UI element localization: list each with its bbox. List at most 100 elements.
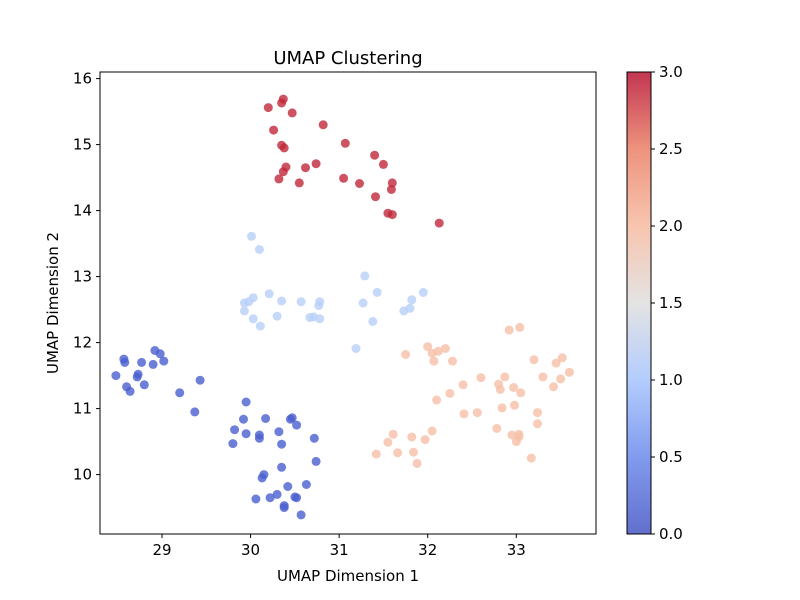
scatter-point-cluster-3 xyxy=(434,218,444,228)
scatter-point-cluster-0 xyxy=(139,380,149,390)
scatter-point-cluster-3 xyxy=(301,163,310,173)
scatter-point-cluster-2 xyxy=(500,372,510,382)
y-tick-label: 14 xyxy=(73,202,92,220)
scatter-point-cluster-3 xyxy=(274,174,284,184)
scatter-point-cluster-2 xyxy=(476,373,486,383)
scatter-point-cluster-1 xyxy=(372,287,382,297)
scatter-point-cluster-2 xyxy=(492,423,502,433)
scatter-point-cluster-0 xyxy=(111,371,121,381)
scatter-point-cluster-0 xyxy=(230,425,240,435)
scatter-point-cluster-3 xyxy=(281,162,291,172)
scatter-point-cluster-3 xyxy=(311,159,321,169)
scatter-point-cluster-3 xyxy=(378,159,388,169)
scatter-point-cluster-1 xyxy=(351,344,361,353)
scatter-point-cluster-2 xyxy=(393,448,403,458)
scatter-point-cluster-0 xyxy=(301,480,311,489)
scatter-point-cluster-2 xyxy=(445,388,455,398)
scatter-point-cluster-0 xyxy=(279,503,289,513)
scatter-point-cluster-0 xyxy=(251,494,261,504)
scatter-point-cluster-2 xyxy=(459,409,469,419)
scatter-point-cluster-2 xyxy=(507,430,517,440)
scatter-point-cluster-0 xyxy=(292,420,302,430)
scatter-point-cluster-1 xyxy=(255,321,265,331)
x-tick-label: 29 xyxy=(152,541,171,559)
scatter-point-cluster-1 xyxy=(239,306,249,316)
scatter-point-cluster-3 xyxy=(278,94,288,104)
scatter-point-cluster-0 xyxy=(175,388,185,398)
plot-frame xyxy=(99,71,597,535)
scatter-point-cluster-3 xyxy=(371,192,380,202)
scatter-point-cluster-1 xyxy=(264,289,274,299)
scatter-point-cluster-3 xyxy=(387,210,397,220)
scatter-point-cluster-2 xyxy=(407,432,417,442)
scatter-point-cluster-0 xyxy=(309,433,319,443)
scatter-point-cluster-1 xyxy=(360,271,370,281)
scatter-point-cluster-0 xyxy=(254,433,264,443)
scatter-point-cluster-1 xyxy=(405,303,415,313)
scatter-point-cluster-1 xyxy=(248,314,258,324)
colorbar-ticks: 0.0 0.5 1.0 1.5 2.0 2.5 3.0 xyxy=(651,63,683,543)
scatter-point-cluster-0 xyxy=(287,413,297,423)
y-axis-label: UMAP Dimension 2 xyxy=(44,232,62,374)
scatter-point-cluster-0 xyxy=(190,407,200,417)
scatter-point-cluster-0 xyxy=(133,369,143,379)
scatter-point-cluster-2 xyxy=(557,353,567,363)
scatter-point-cluster-0 xyxy=(120,357,130,367)
scatter-point-cluster-3 xyxy=(355,179,364,188)
scatter-point-cluster-0 xyxy=(274,427,284,437)
scatter-point-cluster-2 xyxy=(533,419,542,429)
scatter-point-cluster-1 xyxy=(296,297,306,307)
scatter-point-cluster-2 xyxy=(401,350,411,359)
scatter-point-cluster-2 xyxy=(383,437,393,447)
scatter-point-cluster-2 xyxy=(420,435,430,445)
scatter-point-cluster-2 xyxy=(412,458,422,468)
scatter-point-cluster-2 xyxy=(529,355,539,365)
scatter-point-cluster-3 xyxy=(340,138,350,148)
colorbar-tick-label: 1.0 xyxy=(659,371,683,389)
colorbar-tick-label: 0.0 xyxy=(659,525,683,543)
colorbar-tick-label: 2.5 xyxy=(659,140,683,158)
scatter-point-cluster-2 xyxy=(556,374,566,384)
colorbar-tick-label: 0.5 xyxy=(659,448,683,466)
scatter-point-cluster-0 xyxy=(259,470,269,480)
scatter-point-cluster-2 xyxy=(495,385,505,394)
scatter-point-cluster-3 xyxy=(269,125,279,135)
scatter-point-cluster-3 xyxy=(370,150,380,160)
x-tick-label: 32 xyxy=(418,541,437,559)
scatter-point-cluster-1 xyxy=(418,287,428,297)
scatter-point-cluster-2 xyxy=(448,356,457,366)
scatter-point-cluster-2 xyxy=(526,453,536,463)
scatter-point-cluster-0 xyxy=(195,375,205,385)
scatter-point-cluster-1 xyxy=(247,231,256,241)
scatter-point-cluster-2 xyxy=(549,382,558,392)
scatter-point-cluster-2 xyxy=(458,380,468,390)
scatter-point-cluster-2 xyxy=(515,322,525,332)
scatter-point-cluster-3 xyxy=(279,143,289,153)
colorbar-tick-label: 2.0 xyxy=(659,217,683,235)
scatter-point-cluster-2 xyxy=(514,432,524,442)
scatter-point-cluster-1 xyxy=(254,245,264,254)
scatter-point-cluster-3 xyxy=(339,173,349,183)
scatter-point-cluster-0 xyxy=(283,482,293,491)
scatter-point-cluster-0 xyxy=(155,349,165,359)
scatter-point-cluster-0 xyxy=(148,359,158,369)
scatter-point-cluster-0 xyxy=(277,462,287,472)
y-tick-label: 16 xyxy=(73,70,92,88)
scatter-point-cluster-1 xyxy=(248,293,258,303)
scatter-point-cluster-2 xyxy=(423,342,433,352)
scatter-point-cluster-1 xyxy=(407,295,417,305)
scatter-point-cluster-2 xyxy=(409,447,418,457)
scatter-point-cluster-2 xyxy=(509,383,519,392)
scatter-point-cluster-3 xyxy=(263,103,273,113)
colorbar-tick-label: 3.0 xyxy=(659,63,683,81)
scatter-point-cluster-3 xyxy=(287,108,297,118)
scatter-point-cluster-1 xyxy=(272,311,282,321)
x-axis-label: UMAP Dimension 1 xyxy=(277,567,419,585)
scatter-point-cluster-2 xyxy=(440,344,450,353)
scatter-point-cluster-0 xyxy=(239,414,248,424)
y-axis-ticks: 10 11 12 13 14 15 16 xyxy=(73,70,100,484)
scatter-point-cluster-2 xyxy=(533,408,542,418)
x-axis-ticks: 29 30 31 32 33 xyxy=(152,534,526,559)
y-tick-label: 13 xyxy=(73,268,92,286)
y-tick-label: 15 xyxy=(73,136,92,154)
